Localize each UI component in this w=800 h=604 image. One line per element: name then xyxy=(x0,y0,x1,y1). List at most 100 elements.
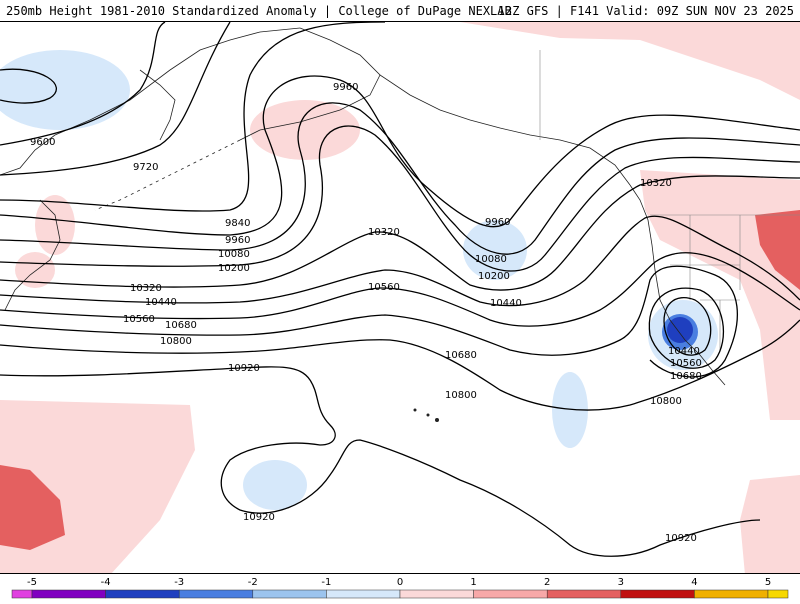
hawaii-island-3 xyxy=(435,418,439,422)
colorbar-tick-label: 4 xyxy=(691,577,697,588)
contour-9720 xyxy=(0,22,231,176)
contour-10680 xyxy=(0,265,738,378)
contour-9840 xyxy=(0,22,386,212)
coast-california xyxy=(669,319,726,386)
colorbar-tick-label: 1 xyxy=(470,577,476,588)
contour-label-10680-c: 10680 xyxy=(670,371,702,382)
contour-label-10200-b: 10200 xyxy=(478,271,510,282)
contour-label-9960-a: 9960 xyxy=(225,235,250,246)
colorbar-legend: -5 -4 -3 -2 -1 0 1 2 3 4 5 xyxy=(0,574,800,600)
contour-label-10440-b: 10440 xyxy=(490,298,522,309)
contour-label-10440-a: 10440 xyxy=(145,297,177,308)
colorbar-segment xyxy=(105,589,180,599)
positive-anomaly-east-pacific xyxy=(740,475,800,573)
colorbar-segment xyxy=(31,589,106,599)
contour-9600 xyxy=(0,22,166,146)
contour-label-10800-c: 10800 xyxy=(650,396,682,407)
state-borders xyxy=(670,215,741,350)
colorbar-tick-label: -1 xyxy=(321,577,331,588)
contour-label-10680-b: 10680 xyxy=(445,350,477,361)
title-bar: 250mb Height 1981-2010 Standardized Anom… xyxy=(0,0,800,22)
contour-10320 xyxy=(0,175,800,291)
colorbar-segment xyxy=(473,589,548,599)
colorbar-segment xyxy=(252,589,327,599)
weather-map[interactable]: 9600 9720 9840 9960 9960 9960 10080 1008… xyxy=(0,22,800,574)
positive-anomaly-rockies-core xyxy=(755,210,800,290)
model-run-info: 12Z GFS | F141 Valid: 09Z SUN NOV 23 202… xyxy=(497,4,794,18)
aleutian-islands xyxy=(94,139,241,211)
contour-10920 xyxy=(0,366,761,557)
coast-bc xyxy=(629,184,671,321)
contour-label-10320-c: 10320 xyxy=(640,178,672,189)
negative-anomaly-pacific xyxy=(243,460,307,510)
contour-label-10440-c: 10440 xyxy=(668,346,700,357)
contour-10560 xyxy=(0,252,800,327)
coastlines xyxy=(0,27,726,386)
contour-label-10800-b: 10800 xyxy=(445,390,477,401)
contour-9600-low xyxy=(0,68,57,104)
coast-alaska-south xyxy=(379,74,631,186)
contour-label-10320-a: 10320 xyxy=(130,283,162,294)
colorbar-segment xyxy=(178,589,254,599)
colorbar-tick-label: -5 xyxy=(27,577,37,588)
contour-label-9840: 9840 xyxy=(225,218,250,229)
contour-label-10320-b: 10320 xyxy=(368,227,400,238)
contour-10200 xyxy=(0,125,800,272)
contour-9960 xyxy=(0,75,800,236)
colorbar-tick-label: 2 xyxy=(544,577,550,588)
negative-anomaly-gulf xyxy=(463,220,527,280)
contour-labels: 9600 9720 9840 9960 9960 9960 10080 1008… xyxy=(30,82,702,544)
negative-anomaly-california-core xyxy=(667,317,693,343)
colorbar-segment xyxy=(11,589,33,599)
colorbar-segment xyxy=(620,589,695,599)
positive-anomaly-west-pacific-core xyxy=(0,465,65,550)
contour-label-9960-c: 9960 xyxy=(485,217,510,228)
positive-anomaly-japan xyxy=(35,195,75,255)
contour-label-10200-a: 10200 xyxy=(218,263,250,274)
coast-japan xyxy=(4,199,61,311)
contour-label-10680-a: 10680 xyxy=(165,320,197,331)
contour-label-10560-a: 10560 xyxy=(123,314,155,325)
contour-label-9600: 9600 xyxy=(30,137,55,148)
negative-anomaly-hawaii-north xyxy=(552,372,588,448)
contour-label-10560-c: 10560 xyxy=(670,358,702,369)
map-title: 250mb Height 1981-2010 Standardized Anom… xyxy=(6,4,512,18)
anomaly-shading xyxy=(0,22,800,573)
contour-label-10920-c: 10920 xyxy=(665,533,697,544)
contour-10080 xyxy=(0,102,800,255)
colorbar-tick-label: -4 xyxy=(101,577,111,588)
colorbar-svg: -5 -4 -3 -2 -1 0 1 2 3 4 5 xyxy=(11,577,789,599)
colorbar-segment xyxy=(326,589,401,599)
hawaii-islands xyxy=(413,408,439,422)
hawaii-island-1 xyxy=(413,408,417,412)
negative-anomaly-aleutian xyxy=(0,50,130,130)
political-borders xyxy=(539,50,800,350)
contour-10560-low xyxy=(648,287,725,369)
colorbar-tick-label: -2 xyxy=(248,577,258,588)
colorbar-tick-label: 3 xyxy=(618,577,624,588)
colorbar-tick-label: 0 xyxy=(397,577,403,588)
colorbar-segment xyxy=(694,589,769,599)
contour-label-9960-b: 9960 xyxy=(333,82,358,93)
colorbar-segment xyxy=(546,589,622,599)
positive-anomaly-korea xyxy=(15,252,55,288)
contour-label-10080-b: 10080 xyxy=(475,254,507,265)
kamchatka xyxy=(139,69,176,141)
coast-asia xyxy=(0,27,301,176)
positive-anomaly-alaska xyxy=(250,100,360,160)
positive-anomaly-pacific-northwest xyxy=(640,170,800,420)
coast-alaska-west xyxy=(239,27,381,141)
contour-label-10920-a: 10920 xyxy=(228,363,260,374)
contour-label-10080-a: 10080 xyxy=(218,249,250,260)
contour-label-9720: 9720 xyxy=(133,162,158,173)
colorbar-tick-label: 5 xyxy=(765,577,771,588)
contour-label-10800-a: 10800 xyxy=(160,336,192,347)
contour-10800 xyxy=(0,319,800,411)
positive-anomaly-canada xyxy=(460,22,800,100)
colorbar-segment xyxy=(399,589,474,599)
contour-label-10920-b: 10920 xyxy=(243,512,275,523)
height-contours xyxy=(0,22,800,557)
contour-10440 xyxy=(0,215,800,307)
hawaii-island-2 xyxy=(426,413,430,417)
colorbar-segment xyxy=(767,589,789,599)
